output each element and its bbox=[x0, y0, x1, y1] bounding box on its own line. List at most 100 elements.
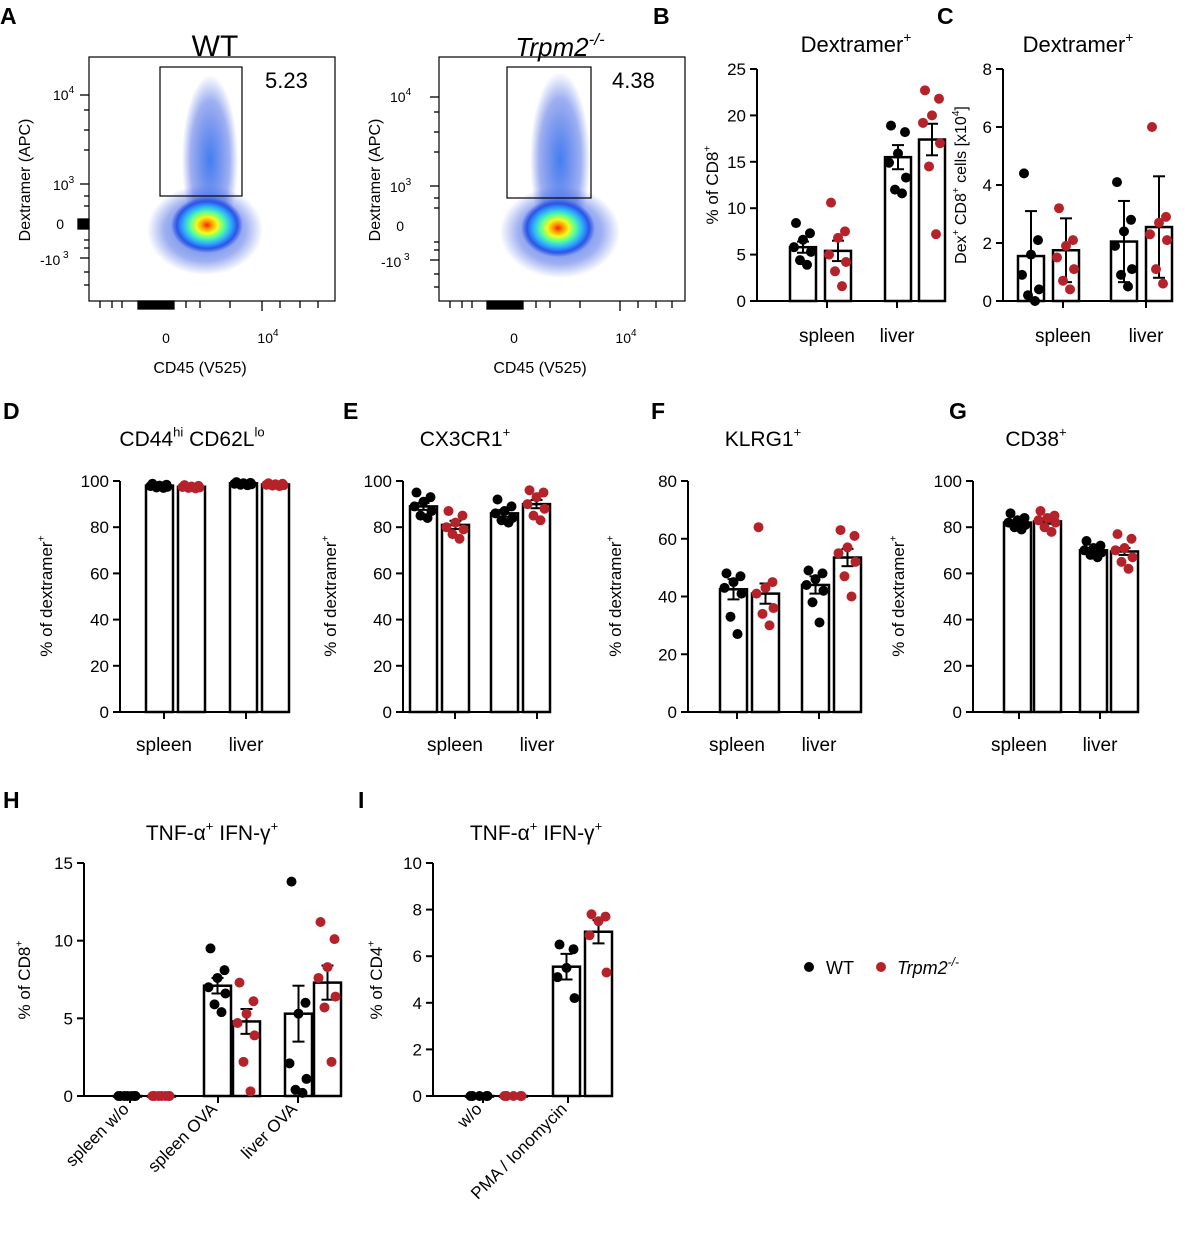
data-point-wt bbox=[552, 972, 563, 983]
data-point-wt bbox=[806, 246, 816, 257]
flow-density-core bbox=[521, 199, 595, 257]
x-category-label: spleen bbox=[1035, 326, 1091, 347]
data-point-wt bbox=[810, 574, 821, 585]
gate-value: 5.23 bbox=[265, 68, 308, 93]
chart-panel-g: G CD38+ % of dextramer+ 0 20 40 60 80 100 spleen l… bbox=[887, 398, 1140, 756]
data-point-wt bbox=[492, 494, 503, 505]
y-tick-label: 6 bbox=[983, 118, 992, 137]
data-point-wt bbox=[789, 242, 799, 253]
y-tick-label: 0 bbox=[413, 1087, 422, 1106]
x-category-label: liver bbox=[1129, 326, 1165, 347]
data-point-ko bbox=[833, 548, 844, 559]
bar-wt bbox=[1078, 549, 1109, 714]
flow-ytick: 0 bbox=[396, 218, 404, 234]
x-category-label: spleen bbox=[427, 735, 483, 756]
data-point-wt bbox=[897, 188, 907, 199]
data-point-wt bbox=[297, 1087, 308, 1098]
data-point-ko bbox=[593, 916, 604, 927]
data-point-wt bbox=[736, 588, 747, 599]
x-category-label: liver bbox=[229, 735, 265, 756]
data-point-ko bbox=[1110, 545, 1121, 556]
data-point-ko bbox=[842, 542, 853, 553]
data-point-ko bbox=[457, 510, 468, 521]
data-point-ko bbox=[524, 485, 535, 496]
y-tick-label: 20 bbox=[943, 657, 962, 676]
data-point-ko bbox=[454, 533, 465, 544]
y-tick-label: 15 bbox=[54, 854, 73, 873]
data-point-ko bbox=[751, 588, 762, 599]
data-point-ko bbox=[1147, 122, 1157, 132]
flow-x-axis-ticks bbox=[99, 300, 319, 311]
data-point-wt bbox=[242, 480, 253, 491]
flow-ylabel: Dextramer (APC) bbox=[367, 119, 384, 242]
data-point-ko bbox=[535, 515, 546, 526]
y-tick-label: 0 bbox=[383, 703, 392, 722]
bar-wt bbox=[1002, 521, 1033, 714]
data-point-ko bbox=[458, 524, 469, 535]
data-point-ko bbox=[319, 1002, 330, 1013]
data-point-wt bbox=[1116, 269, 1126, 280]
data-point-ko bbox=[499, 1091, 510, 1101]
data-point-ko bbox=[1061, 240, 1071, 251]
flow-plot-frame bbox=[438, 56, 686, 302]
data-point-ko bbox=[1042, 512, 1053, 523]
legend-ko-label: Trpm2-/- bbox=[897, 955, 959, 978]
y-axis-label: % of CD8+ bbox=[13, 941, 34, 1020]
bar-ko bbox=[440, 523, 471, 714]
y-tick-label: 80 bbox=[658, 472, 677, 491]
gate-value: 4.38 bbox=[612, 68, 655, 93]
data-point-wt bbox=[286, 876, 297, 887]
x-category-label: spleen bbox=[991, 735, 1047, 756]
data-point-ko bbox=[1119, 542, 1130, 553]
x-category-label: spleen bbox=[709, 735, 765, 756]
data-point-wt bbox=[1019, 168, 1029, 179]
y-tick-label: 100 bbox=[934, 472, 962, 491]
x-category-label: liver bbox=[802, 735, 838, 756]
data-point-ko bbox=[935, 138, 945, 149]
data-point-ko bbox=[849, 530, 860, 541]
data-point-wt bbox=[203, 982, 214, 993]
data-point-wt bbox=[503, 517, 514, 528]
chart-panel-b: B Dextramer+ % of CD8+ 0 5 10 15 20 25 spleen live… bbox=[653, 3, 947, 347]
data-point-ko bbox=[539, 503, 550, 514]
x-category-label: liver bbox=[1083, 735, 1119, 756]
data-point-wt bbox=[900, 127, 910, 138]
data-point-wt bbox=[728, 577, 739, 588]
data-point-ko bbox=[190, 483, 201, 494]
y-tick-label: 80 bbox=[373, 518, 392, 537]
data-point-ko bbox=[753, 522, 764, 533]
flow-x-axis-ticks bbox=[449, 300, 673, 311]
data-point-ko bbox=[757, 608, 768, 619]
data-point-ko bbox=[241, 1008, 252, 1019]
data-point-ko bbox=[824, 249, 834, 260]
flow-gate bbox=[159, 66, 243, 197]
data-point-wt bbox=[1026, 249, 1036, 260]
data-point-ko bbox=[1046, 526, 1057, 537]
data-point-ko bbox=[522, 499, 533, 510]
data-point-ko bbox=[153, 1091, 164, 1101]
legend-ko-marker bbox=[876, 962, 886, 972]
flow-xtick: 0 bbox=[510, 330, 518, 346]
y-tick-label: 4 bbox=[983, 176, 992, 195]
data-point-ko bbox=[1058, 275, 1068, 286]
x-category-label: liver OVA bbox=[238, 1099, 302, 1163]
legend-wt-marker bbox=[804, 962, 814, 972]
data-point-ko bbox=[835, 525, 846, 536]
data-point-ko bbox=[1123, 563, 1134, 574]
data-point-wt bbox=[802, 259, 812, 270]
data-point-ko bbox=[330, 991, 341, 1002]
y-tick-label: 15 bbox=[727, 153, 746, 172]
flow-panel-wt: A WT 5.23 Dextramer (APC) CD45 (V525) 10… bbox=[0, 3, 336, 377]
chart-panel-h: H TNF-α+ IFN-γ+ % of CD8+ 0 5 10 15 spleen w/o s… bbox=[3, 787, 343, 1176]
data-point-wt bbox=[474, 1091, 485, 1101]
data-point-ko bbox=[839, 571, 850, 582]
legend-wt-label: WT bbox=[826, 958, 854, 978]
y-tick-label: 5 bbox=[737, 246, 746, 265]
data-point-ko bbox=[1162, 235, 1172, 246]
data-point-wt bbox=[409, 501, 420, 512]
data-point-ko bbox=[508, 1091, 519, 1101]
y-axis-label: % of dextramer+ bbox=[604, 535, 625, 656]
y-tick-label: 25 bbox=[727, 60, 746, 79]
